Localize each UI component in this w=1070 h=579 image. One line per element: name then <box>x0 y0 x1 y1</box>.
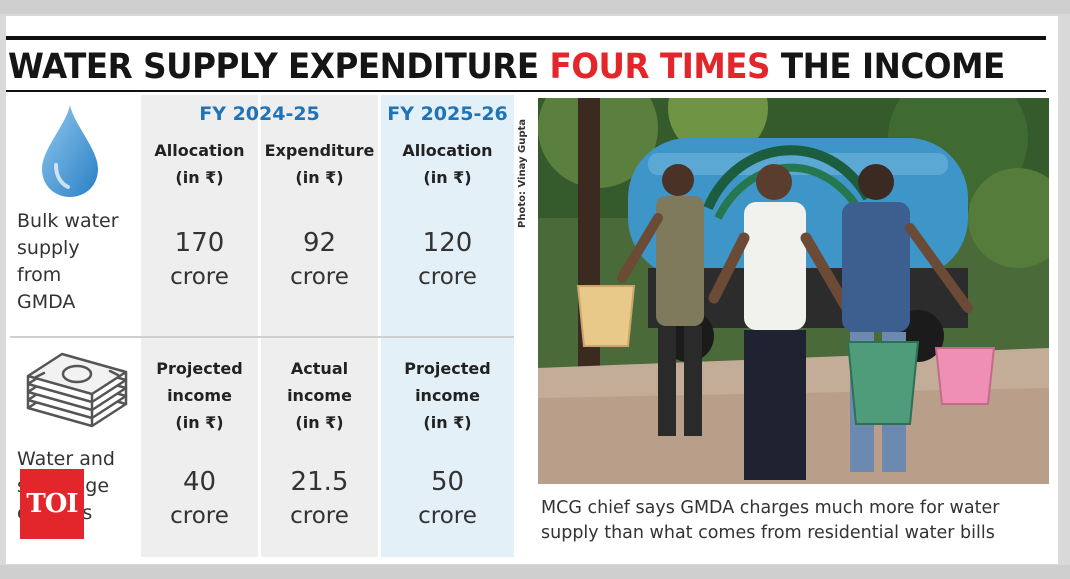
cell-value: 21.5 crore <box>290 467 349 529</box>
headline-highlight: FOUR TIMES <box>549 47 771 87</box>
cell-header: Projected income (in ₹) <box>404 359 491 432</box>
photo-caption: MCG chief says GMDA charges much more fo… <box>541 498 1000 543</box>
cell-header: Allocation (in ₹) <box>402 141 493 187</box>
cell-header: Actual income (in ₹) <box>287 359 352 432</box>
cell-header: Allocation (in ₹) <box>154 141 245 187</box>
year-header-2024-25: FY 2024-25 <box>199 103 320 125</box>
cell-value: 40 crore <box>170 467 229 529</box>
cell-header: Projected income (in ₹) <box>156 359 243 432</box>
year-header-2025-26: FY 2025-26 <box>387 103 508 125</box>
headline-rule <box>6 90 1046 92</box>
column-fy2526 <box>381 95 514 557</box>
cell-header: Expenditure (in ₹) <box>264 141 375 187</box>
cell-value: 92 crore <box>290 228 349 290</box>
photo-credit: Photo: Vinay Gupta <box>517 118 528 228</box>
cell-value: 50 crore <box>418 467 477 529</box>
cash-stack-icon <box>26 352 128 428</box>
cell-value: 120 crore <box>418 228 477 290</box>
water-drop-icon <box>42 105 98 197</box>
row-label-bulk-water: Bulk water supply from GMDA <box>17 210 119 313</box>
column-fy2425-a <box>141 95 258 557</box>
headline-part1: WATER SUPPLY EXPENDITURE <box>8 47 539 87</box>
headline: WATER SUPPLY EXPENDITURE FOUR TIMES THE … <box>8 44 1005 90</box>
cell-value: 170 crore <box>170 228 229 290</box>
column-fy2425-b <box>261 95 378 557</box>
headline-part2: THE INCOME <box>780 47 1005 87</box>
photo-water-tanker <box>538 98 1049 484</box>
row-separator <box>10 336 514 338</box>
toi-logo: TOI <box>20 469 84 539</box>
bottom-strip <box>0 565 1070 579</box>
top-strip <box>0 0 1070 14</box>
top-rule <box>6 36 1046 40</box>
